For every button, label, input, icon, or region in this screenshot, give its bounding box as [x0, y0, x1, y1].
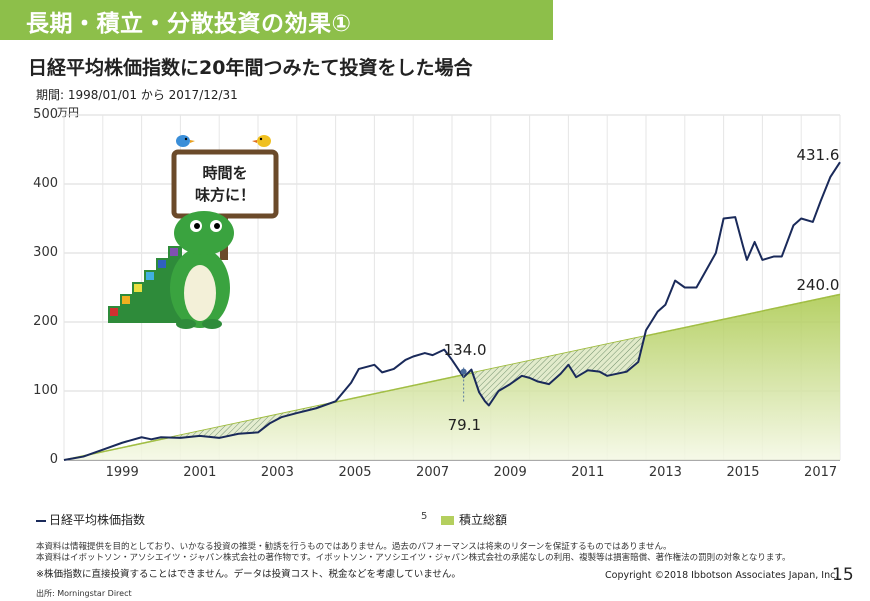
- chart-subtitle: 日経平均株価指数に20年間つみたて投資をした場合: [28, 57, 473, 79]
- cumulative-line: [63, 293, 841, 461]
- legend-cut-char: 5: [421, 511, 428, 522]
- x-tick-2011: 2011: [571, 465, 605, 480]
- x-tick-2015: 2015: [726, 465, 760, 480]
- period-label: 期間: 1998/01/01 から 2017/12/31: [36, 88, 238, 102]
- x-tick-1999: 1999: [105, 465, 139, 480]
- x-tick-2009: 2009: [493, 465, 527, 480]
- y-tick-500: 500: [33, 107, 58, 122]
- marker-dot-2008: [460, 368, 467, 375]
- nikkei-line: [63, 161, 841, 461]
- annotation-2008-low: 79.1: [447, 415, 482, 434]
- sign-line1: 時間を: [202, 164, 247, 182]
- legend-nikkei-label: 日経平均株価指数: [49, 513, 146, 527]
- page-title: 長期・積立・分散投資の効果①: [26, 11, 352, 37]
- legend-cumulative: 積立総額: [441, 511, 507, 528]
- note: ※株価指数に直接投資することはできません。データは投資コスト、税金などを考慮して…: [36, 569, 461, 580]
- annotation-final-cumulative: 240.0: [796, 276, 840, 295]
- x-tick-2017: 2017: [804, 465, 838, 480]
- nikkei-line-layer: [63, 161, 841, 461]
- y-tick-400: 400: [33, 176, 58, 191]
- annotation-final-nikkei: 431.6: [796, 146, 840, 165]
- dinosaur-body: [108, 211, 234, 329]
- sign-line2: 味方に！: [195, 186, 255, 204]
- x-tick-2007: 2007: [416, 465, 450, 480]
- y-tick-100: 100: [33, 383, 58, 398]
- annotation-2008-cumulative: 134.0: [443, 340, 487, 359]
- header-bar: 長期・積立・分散投資の効果①: [0, 0, 553, 40]
- x-tick-2005: 2005: [338, 465, 372, 480]
- x-tick-2003: 2003: [260, 465, 294, 480]
- legend-nikkei: 日経平均株価指数: [36, 511, 145, 528]
- marker-layer: [460, 367, 467, 403]
- disclaimer-line2: 本資料はイボットソン・アソシエイツ・ジャパン株式会社の著作物です。イボットソン・…: [36, 553, 791, 563]
- x-tick-2013: 2013: [648, 465, 682, 480]
- y-tick-0: 0: [49, 452, 58, 467]
- sign-board: 時間を 味方に！: [171, 149, 279, 260]
- x-tick-2001: 2001: [183, 465, 217, 480]
- legend-nikkei-swatch: [36, 519, 46, 522]
- copyright: Copyright ©2018 Ibbotson Associates Japa…: [605, 570, 839, 581]
- legend-cumulative-label: 積立総額: [459, 513, 508, 527]
- disclaimer-line1: 本資料は情報提供を目的としており、いかなる投資の推奨・勧誘を行うものではありませ…: [36, 542, 672, 552]
- y-tick-200: 200: [33, 314, 58, 329]
- mascot-dinosaur: 時間を 味方に！: [108, 135, 279, 329]
- page-number: 15: [832, 565, 854, 585]
- yellow-bird-icon: [252, 135, 271, 147]
- y-axis-unit: 万円: [57, 106, 79, 119]
- y-tick-300: 300: [33, 245, 58, 260]
- blue-bird-icon: [176, 135, 195, 147]
- legend-cumulative-swatch: [441, 516, 454, 525]
- source: 出所: Morningstar Direct: [36, 589, 132, 598]
